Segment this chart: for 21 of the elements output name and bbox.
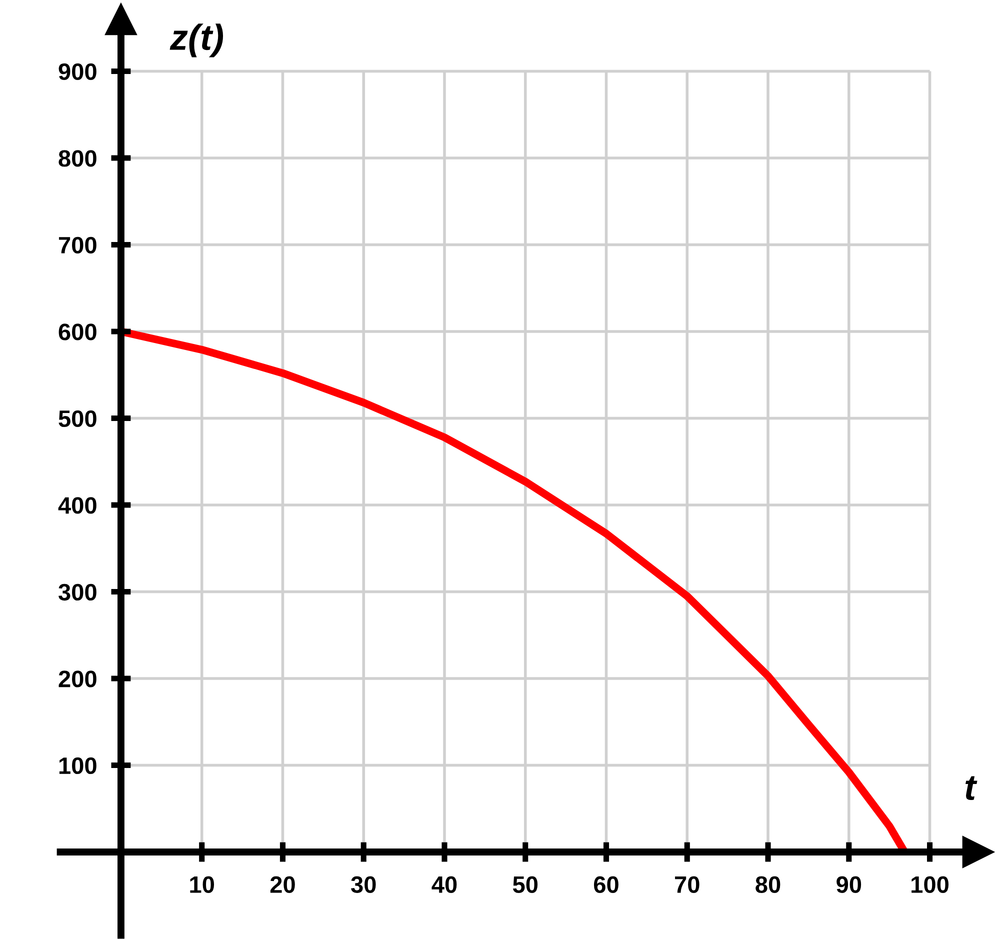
- x-tick-label: 10: [190, 876, 214, 893]
- x-tick-label: 20: [270, 876, 295, 893]
- y-axis-title: z(t): [170, 24, 224, 58]
- x-tick-label: 40: [432, 876, 457, 893]
- y-tick-label: 200: [58, 670, 96, 688]
- y-tick-label: 400: [58, 497, 96, 514]
- y-tick-label: 500: [58, 410, 96, 428]
- x-tick-label: 100: [912, 876, 949, 893]
- x-tick-label: 80: [756, 876, 780, 893]
- x-tick-label: 70: [675, 876, 700, 893]
- x-tick-label: 60: [594, 876, 618, 893]
- x-tick-label: 50: [512, 876, 538, 893]
- y-tick-label: 100: [59, 757, 96, 774]
- y-tick-label: 700: [58, 236, 96, 254]
- y-tick-label: 300: [58, 584, 96, 601]
- y-tick-label: 900: [58, 63, 96, 80]
- y-tick-label: 800: [58, 150, 96, 167]
- x-axis-title: t: [966, 776, 978, 800]
- x-tick-label: 90: [836, 876, 862, 893]
- y-tick-label: 600: [58, 324, 96, 340]
- x-tick-label: 30: [351, 876, 376, 894]
